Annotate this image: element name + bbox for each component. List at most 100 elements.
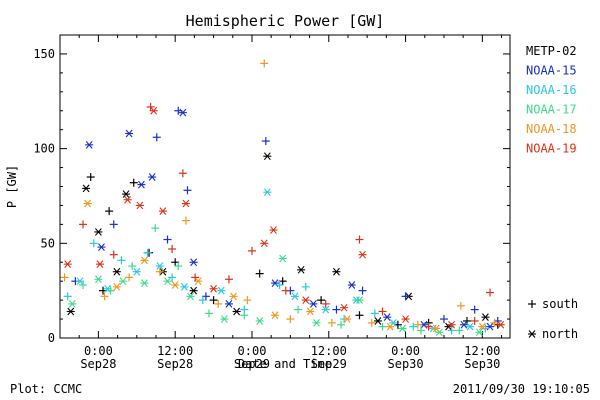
star-stroke-d2 bbox=[141, 256, 148, 265]
data-point-south bbox=[224, 275, 233, 284]
data-point-north bbox=[358, 250, 367, 259]
data-point-north bbox=[478, 322, 487, 331]
data-point-north bbox=[255, 317, 264, 325]
data-point-north bbox=[132, 267, 141, 276]
data-point-south bbox=[413, 320, 422, 329]
data-point-north bbox=[263, 188, 272, 197]
data-point-north bbox=[306, 307, 315, 316]
data-point-south bbox=[378, 307, 387, 316]
x-tick-date-label: Sep30 bbox=[388, 357, 424, 371]
data-point-south bbox=[486, 288, 495, 297]
data-point-south bbox=[204, 309, 213, 318]
data-point-south bbox=[327, 318, 336, 327]
data-point-south bbox=[317, 296, 326, 305]
star-stroke-d2 bbox=[217, 286, 225, 295]
star-stroke-d2 bbox=[119, 277, 127, 286]
data-point-north bbox=[481, 313, 490, 322]
data-point-north bbox=[66, 307, 75, 316]
star-stroke-d2 bbox=[466, 322, 474, 331]
data-point-north bbox=[224, 300, 233, 308]
star-stroke-d2 bbox=[67, 307, 75, 316]
data-point-north bbox=[68, 300, 77, 308]
data-point-south bbox=[198, 296, 207, 305]
star-stroke-d2 bbox=[448, 320, 456, 329]
data-point-south bbox=[86, 173, 95, 182]
marker-legend-north: north bbox=[528, 327, 578, 341]
star-stroke-d2 bbox=[94, 275, 102, 284]
data-point-north bbox=[459, 320, 468, 329]
data-point-north bbox=[373, 317, 382, 325]
data-point-north bbox=[94, 228, 103, 236]
data-point-north bbox=[260, 239, 269, 248]
data-point-south bbox=[321, 299, 330, 308]
star-stroke-d2 bbox=[420, 320, 428, 329]
star-stroke-d2 bbox=[194, 277, 202, 286]
data-point-north bbox=[189, 258, 198, 267]
data-point-south bbox=[260, 59, 269, 68]
data-point-north bbox=[432, 324, 441, 333]
data-point-south bbox=[286, 315, 295, 324]
data-point-north bbox=[309, 300, 318, 308]
data-point-north bbox=[340, 303, 349, 312]
data-point-south bbox=[455, 326, 464, 335]
star-stroke-d2 bbox=[233, 307, 241, 316]
data-point-south bbox=[439, 315, 448, 324]
data-point-north bbox=[398, 324, 407, 333]
data-point-north bbox=[475, 328, 484, 337]
star-stroke-d2 bbox=[343, 315, 351, 323]
star-stroke-d2 bbox=[179, 108, 187, 117]
star-stroke-d2 bbox=[263, 152, 271, 161]
data-point-south bbox=[370, 309, 379, 318]
star-stroke-d2 bbox=[190, 258, 198, 267]
data-point-north bbox=[112, 267, 121, 276]
star-stroke-d2 bbox=[322, 305, 330, 314]
star-stroke-d2 bbox=[104, 284, 112, 293]
data-point-south bbox=[152, 133, 161, 142]
data-point-south bbox=[79, 280, 88, 289]
star-stroke-d2 bbox=[291, 292, 299, 301]
x-tick-date-label: Sep29 bbox=[234, 357, 270, 371]
y-tick-label: 100 bbox=[33, 142, 55, 156]
data-point-south bbox=[355, 235, 364, 244]
x-tick-time-label: 12:00 bbox=[464, 344, 500, 358]
x-tick-time-label: 12:00 bbox=[311, 344, 347, 358]
x-tick-date-label: Sep29 bbox=[311, 357, 347, 371]
y-tick-label: 150 bbox=[33, 47, 55, 61]
data-point-north bbox=[171, 281, 180, 289]
data-point-south bbox=[490, 318, 499, 327]
star-stroke-d2 bbox=[528, 330, 536, 338]
data-point-north bbox=[135, 201, 144, 210]
legend-entry-noaa-17: NOAA-17 bbox=[526, 103, 577, 117]
star-stroke-d2 bbox=[141, 279, 148, 287]
star-stroke-d2 bbox=[309, 300, 317, 308]
data-point-north bbox=[118, 277, 127, 286]
star-stroke-d2 bbox=[98, 243, 105, 251]
x-tick-time-label: 0:00 bbox=[84, 344, 113, 358]
data-point-south bbox=[401, 292, 410, 301]
data-point-north bbox=[123, 195, 132, 204]
data-point-north bbox=[312, 318, 321, 327]
star-stroke-d2 bbox=[263, 188, 271, 197]
plot-border bbox=[59, 34, 511, 339]
star-stroke-d2 bbox=[435, 328, 443, 337]
series-noaa-17 bbox=[68, 224, 484, 337]
data-point-north bbox=[209, 284, 218, 293]
star-stroke-d2 bbox=[150, 106, 158, 115]
data-point-south bbox=[191, 273, 200, 282]
star-stroke-d2 bbox=[383, 313, 391, 322]
data-point-north bbox=[82, 184, 91, 193]
data-point-south bbox=[146, 102, 155, 111]
data-point-south bbox=[355, 311, 364, 320]
data-point-north bbox=[447, 320, 456, 329]
data-point-north bbox=[297, 265, 306, 274]
data-point-north bbox=[301, 296, 310, 304]
data-point-south bbox=[447, 326, 456, 335]
data-point-south bbox=[181, 216, 190, 225]
star-stroke-d2 bbox=[85, 140, 93, 149]
data-point-north bbox=[389, 318, 398, 327]
star-stroke-d2 bbox=[210, 284, 218, 293]
star-stroke-d2 bbox=[374, 317, 382, 325]
star-stroke-d2 bbox=[478, 322, 486, 331]
data-point-north bbox=[386, 322, 395, 331]
